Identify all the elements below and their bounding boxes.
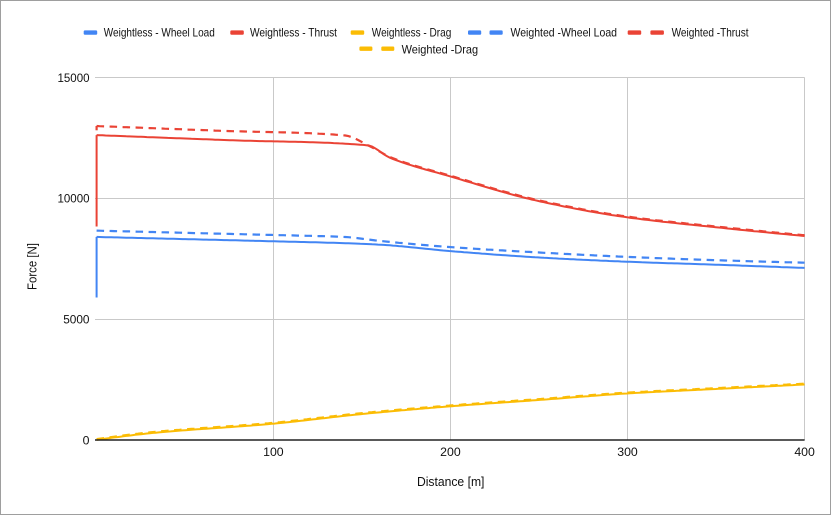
svg-text:Weighted -Drag: Weighted -Drag <box>402 44 479 57</box>
svg-text:200: 200 <box>440 445 461 459</box>
svg-text:100: 100 <box>263 445 284 459</box>
svg-text:Weightless - Thrust: Weightless - Thrust <box>250 27 338 40</box>
svg-text:300: 300 <box>617 445 638 459</box>
svg-text:0: 0 <box>83 434 90 448</box>
svg-text:400: 400 <box>794 445 815 459</box>
svg-text:Weighted -Thrust: Weighted -Thrust <box>672 27 750 40</box>
svg-text:Weightless - Wheel Load: Weightless - Wheel Load <box>104 27 215 40</box>
svg-text:Weightless - Drag: Weightless - Drag <box>372 27 452 40</box>
svg-text:5000: 5000 <box>63 313 89 327</box>
svg-text:Distance [m]: Distance [m] <box>417 474 485 489</box>
svg-text:Force [N]: Force [N] <box>25 243 40 290</box>
svg-text:Weighted -Wheel Load: Weighted -Wheel Load <box>511 27 618 40</box>
svg-text:15000: 15000 <box>58 71 90 85</box>
svg-text:10000: 10000 <box>58 192 90 206</box>
